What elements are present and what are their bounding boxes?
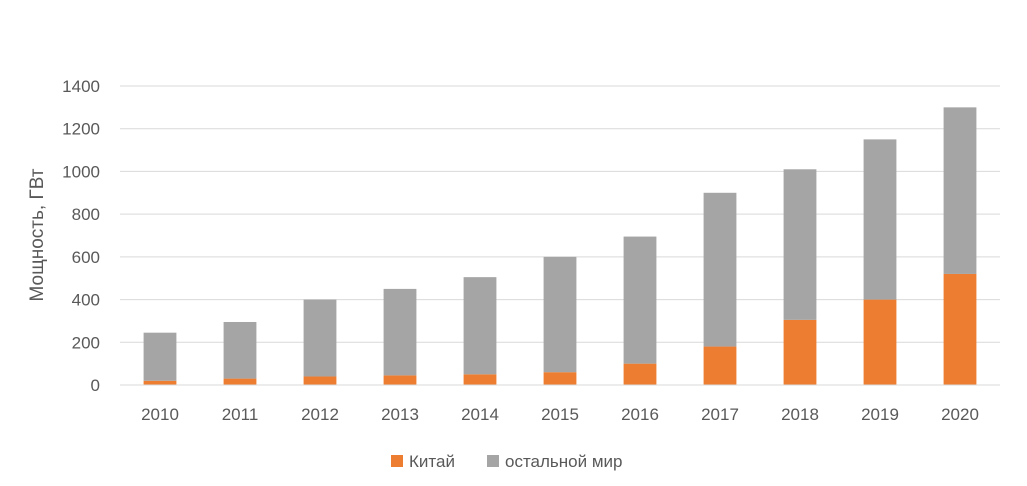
bar-rest-of-world xyxy=(223,321,257,379)
x-axis-ticks: 2010 2011 2012 2013 2014 2015 2016 2017 2018 2019… xyxy=(141,405,979,424)
x-tick-label: 2014 xyxy=(461,405,499,424)
y-tick-label: 1000 xyxy=(62,162,100,181)
bar-china xyxy=(783,319,817,385)
bar-china xyxy=(543,372,577,385)
legend-swatch xyxy=(391,455,403,467)
bars xyxy=(143,107,977,385)
x-tick-label: 2011 xyxy=(222,405,259,424)
bar-rest-of-world xyxy=(943,107,977,274)
y-tick-label: 1200 xyxy=(62,120,100,139)
y-tick-label: 600 xyxy=(72,248,100,267)
x-tick-label: 2016 xyxy=(621,405,659,424)
x-tick-label: 2013 xyxy=(381,405,419,424)
bar-china xyxy=(303,376,337,385)
bar-rest-of-world xyxy=(783,169,817,320)
bar-china xyxy=(623,363,657,385)
bar-china xyxy=(143,380,177,385)
y-tick-label: 200 xyxy=(72,333,100,352)
bar-rest-of-world xyxy=(383,288,417,376)
legend-swatch xyxy=(487,455,499,467)
legend-label: остальной мир xyxy=(505,452,622,471)
x-tick-label: 2010 xyxy=(141,405,179,424)
y-tick-label: 400 xyxy=(72,291,100,310)
x-tick-label: 2018 xyxy=(781,405,819,424)
bar-rest-of-world xyxy=(143,332,177,381)
legend-label: Китай xyxy=(409,452,455,471)
bar-rest-of-world xyxy=(623,236,657,364)
x-tick-label: 2019 xyxy=(861,405,899,424)
bar-china xyxy=(703,346,737,385)
x-tick-label: 2012 xyxy=(301,405,339,424)
x-tick-label: 2017 xyxy=(701,405,739,424)
bar-china xyxy=(383,375,417,385)
bar-rest-of-world xyxy=(703,192,737,347)
bar-rest-of-world xyxy=(863,139,897,300)
legend: Китай остальной мир xyxy=(391,452,622,471)
x-tick-label: 2015 xyxy=(541,405,579,424)
y-axis-title: Мощность, ГВт xyxy=(27,168,48,301)
y-axis-ticks: 0 200 400 600 800 1000 1200 1400 xyxy=(62,77,100,395)
y-tick-label: 1400 xyxy=(62,77,100,96)
bar-rest-of-world xyxy=(303,299,337,377)
bar-china xyxy=(863,299,897,385)
bar-china xyxy=(463,374,497,385)
bar-rest-of-world xyxy=(463,277,497,375)
y-tick-label: 800 xyxy=(72,205,100,224)
bar-rest-of-world xyxy=(543,256,577,373)
bar-china xyxy=(223,378,257,385)
bar-china xyxy=(943,273,977,385)
y-tick-label: 0 xyxy=(91,376,100,395)
x-tick-label: 2020 xyxy=(941,405,979,424)
